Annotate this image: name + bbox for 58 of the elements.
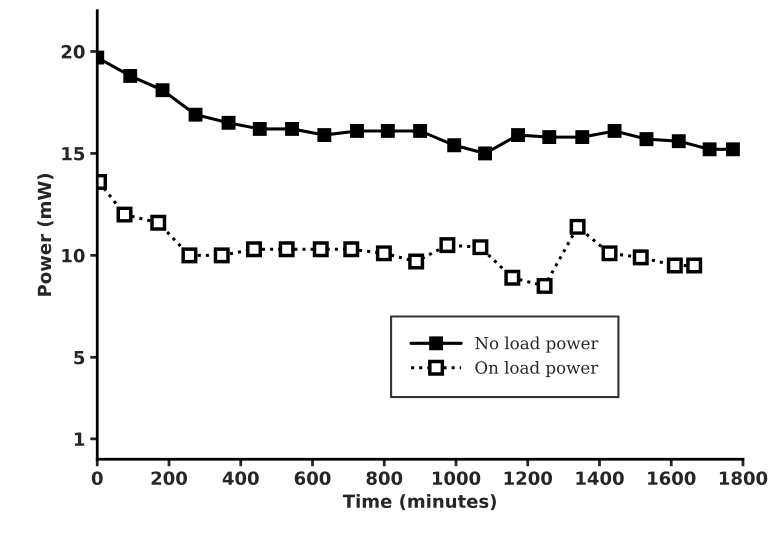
- point: [413, 124, 428, 138]
- x-tick-label: 1800: [720, 471, 768, 486]
- point: [222, 116, 236, 130]
- y-tick-label: 10: [62, 248, 85, 262]
- point: [214, 247, 230, 264]
- point: [246, 241, 262, 258]
- point: [478, 146, 492, 160]
- point: [511, 128, 525, 142]
- point: [439, 237, 456, 254]
- x-axis-title: Time (minutes): [342, 494, 496, 510]
- point: [686, 258, 702, 274]
- point: [156, 83, 170, 98]
- y-tick-label: 5: [74, 350, 84, 364]
- point: [343, 241, 360, 258]
- point: [570, 218, 586, 235]
- point: [542, 130, 556, 144]
- point: [608, 124, 622, 138]
- point: [575, 130, 590, 144]
- y-tick-label: 20: [62, 44, 85, 59]
- point: [317, 128, 332, 142]
- x-tick-label: 600: [294, 471, 330, 486]
- point: [252, 122, 267, 136]
- point: [188, 108, 202, 122]
- x-tick-label: 1200: [504, 471, 552, 486]
- point: [408, 253, 424, 270]
- x-tick-label: 0: [92, 471, 103, 486]
- point: [285, 122, 299, 136]
- x-tick-label: 1400: [576, 471, 624, 486]
- x-tick-label: 400: [222, 471, 259, 486]
- y-axis-title: Power (mW): [37, 174, 54, 296]
- legend-label: No load power: [475, 336, 598, 353]
- x-tick-label: 1600: [648, 471, 696, 486]
- x-tick-label: 200: [152, 471, 187, 486]
- point: [312, 241, 329, 258]
- point: [702, 142, 717, 156]
- point: [116, 206, 132, 223]
- point: [672, 134, 686, 148]
- point: [376, 245, 392, 262]
- point: [380, 124, 395, 138]
- point: [123, 68, 138, 83]
- point: [666, 258, 683, 274]
- point: [726, 142, 740, 156]
- x-tick-label: 800: [366, 471, 402, 486]
- point: [181, 247, 198, 264]
- y-tick-label: 1: [74, 432, 84, 446]
- point: [150, 214, 166, 231]
- point: [632, 249, 649, 266]
- point: [350, 124, 364, 138]
- point: [640, 132, 654, 146]
- x-tick-label: 1000: [432, 471, 480, 486]
- point: [278, 241, 295, 258]
- y-tick-label: 15: [62, 147, 84, 161]
- point: [504, 270, 520, 286]
- legend-label: On load power: [475, 360, 598, 378]
- point: [447, 138, 462, 152]
- point: [536, 278, 553, 294]
- point: [602, 245, 618, 262]
- point: [472, 239, 488, 256]
